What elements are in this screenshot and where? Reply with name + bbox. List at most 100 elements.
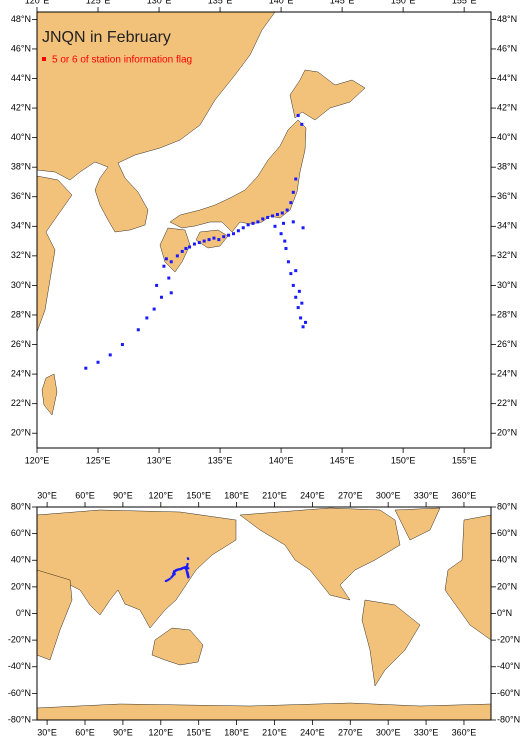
y-tick-label: 0°N [16, 608, 31, 618]
station-point [286, 260, 290, 264]
x-tick-label: 120°E [25, 455, 50, 465]
station-point [217, 238, 221, 242]
y-tick-label: 42°N [497, 102, 517, 112]
x-tick-label: 330°E [414, 490, 439, 500]
station-point [207, 238, 211, 242]
y-tick-label: 0°N [497, 608, 512, 618]
legend-marker [42, 57, 46, 61]
x-tick-label: 240°E [300, 727, 325, 737]
y-tick-label: -80°N [497, 714, 520, 724]
station-point [227, 233, 231, 237]
x-tick-label: 180°E [224, 490, 249, 500]
map-title: JNQN in February [42, 29, 171, 46]
station-point [291, 283, 295, 287]
y-tick-label: 80°N [497, 501, 517, 511]
station-point [167, 276, 171, 280]
station-point [289, 272, 293, 276]
y-tick-label: 30°N [11, 280, 31, 290]
shikoku [195, 229, 229, 249]
y-tick-label: 20°N [497, 428, 517, 438]
x-tick-label: 120°E [148, 727, 173, 737]
y-tick-label: 28°N [497, 309, 517, 319]
x-tick-label: 125°E [86, 0, 111, 5]
station-point [173, 573, 176, 576]
x-tick-label: 130°E [147, 0, 172, 5]
y-tick-label: 22°N [497, 398, 517, 408]
station-point [171, 575, 174, 578]
station-point [84, 366, 88, 370]
station-point [96, 360, 100, 364]
station-point [241, 226, 245, 230]
y-tick-label: 40°N [11, 132, 31, 142]
x-tick-label: 270°E [338, 727, 363, 737]
station-point [212, 236, 216, 240]
station-point [275, 212, 279, 216]
y-tick-label: 36°N [11, 191, 31, 201]
x-tick-label: 120°E [25, 0, 50, 5]
x-tick-label: 120°E [148, 490, 173, 500]
y-tick-label: 44°N [11, 73, 31, 83]
x-tick-label: 210°E [262, 490, 287, 500]
x-tick-label: 360°E [452, 727, 477, 737]
y-tick-label: 48°N [497, 14, 517, 24]
x-tick-label: 270°E [338, 490, 363, 500]
station-point [172, 572, 175, 575]
y-tick-label: 46°N [497, 43, 517, 53]
y-tick-label: 20°N [11, 581, 31, 591]
hokkaido [289, 69, 366, 121]
station-point [186, 564, 189, 567]
x-tick-label: 145°E [330, 455, 355, 465]
land-top [36, 11, 366, 416]
station-point [169, 260, 173, 264]
europe-africa-west [444, 514, 492, 641]
y-tick-label: 30°N [497, 280, 517, 290]
station-point [231, 232, 235, 236]
station-point [187, 567, 190, 570]
x-tick-label: 330°E [414, 727, 439, 737]
x-tick-label: 150°E [391, 0, 416, 5]
x-tick-label: 140°E [269, 455, 294, 465]
y-tick-label: 34°N [497, 221, 517, 231]
station-point [187, 575, 190, 578]
y-tick-label: 24°N [11, 368, 31, 378]
station-point [256, 220, 260, 224]
x-tick-label: 300°E [376, 727, 401, 737]
x-tick-label: 90°E [113, 490, 133, 500]
station-point [192, 242, 196, 246]
south-america [361, 599, 421, 687]
y-tick-label: 24°N [497, 368, 517, 378]
x-tick-label: 150°E [186, 727, 211, 737]
station-point [180, 249, 184, 253]
station-point [187, 574, 190, 577]
y-tick-label: 40°N [497, 555, 517, 565]
antarctica [36, 702, 492, 721]
x-tick-label: 155°E [452, 0, 477, 5]
station-point [120, 343, 124, 347]
x-tick-label: 145°E [330, 0, 355, 5]
station-point [251, 221, 255, 225]
y-tick-label: 80°N [11, 501, 31, 511]
y-tick-label: -40°N [497, 661, 520, 671]
y-tick-label: -80°N [8, 714, 31, 724]
y-tick-label: 46°N [11, 43, 31, 53]
x-tick-label: 360°E [452, 490, 477, 500]
china-coast [36, 175, 73, 333]
station-point [186, 573, 189, 576]
station-point [246, 223, 250, 227]
station-point [185, 566, 188, 569]
y-tick-label: 20°N [497, 581, 517, 591]
station-point [155, 283, 159, 287]
station-point [283, 239, 287, 243]
station-point [282, 221, 286, 225]
x-tick-label: 155°E [452, 455, 477, 465]
station-point [297, 289, 301, 293]
station-point [301, 325, 305, 329]
station-point [294, 295, 298, 299]
x-tick-label: 30°E [37, 727, 57, 737]
x-tick-label: 210°E [262, 727, 287, 737]
y-tick-label: -20°N [497, 635, 520, 645]
station-point [170, 576, 173, 579]
y-tick-label: 26°N [11, 339, 31, 349]
station-point [294, 177, 298, 181]
map-frame-top [36, 11, 492, 449]
